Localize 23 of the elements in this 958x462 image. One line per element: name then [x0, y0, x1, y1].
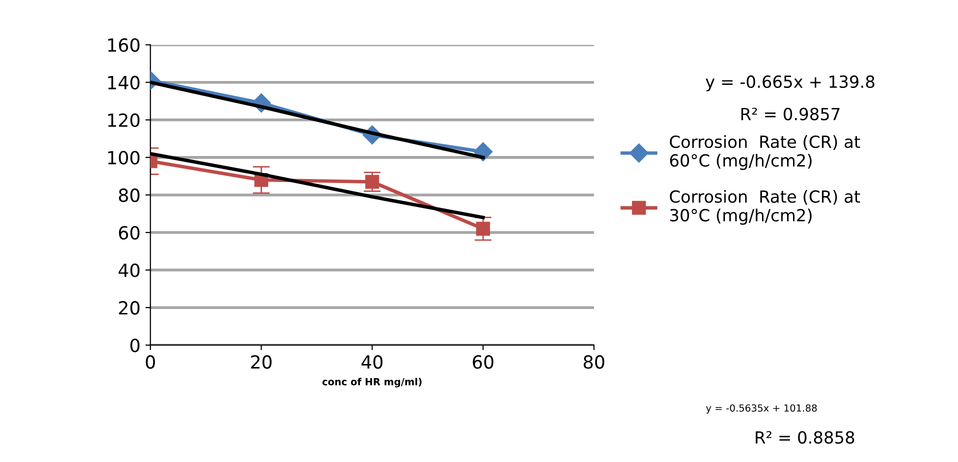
legend-label: Corrosion Rate (CR) at 60°C (mg/h/cm2): [670, 135, 860, 170]
text: R² = 0.8858: [756, 431, 854, 444]
x-tick-label: 80: [584, 355, 604, 369]
text: y = -0.665x + 139.8: [706, 75, 874, 92]
y-tick-label: 80: [118, 188, 140, 202]
point: [476, 222, 490, 236]
point: [365, 174, 380, 189]
y-tick-label: 60: [118, 226, 140, 240]
text: y = -0.5635x + 101.88: [706, 404, 817, 414]
y-tick-label: 160: [108, 38, 140, 52]
y-tick-label: 0: [130, 338, 140, 352]
x-tick-label: 60: [472, 355, 494, 369]
x-axis-title: conc of HR mg/ml): [322, 378, 422, 388]
x-tick-label: 40: [362, 355, 382, 369]
y-tick-label: 120: [108, 113, 140, 128]
y-tick-label: 140: [108, 76, 140, 90]
text: R² = 0.9857: [741, 108, 840, 120]
y-tick-label: 100: [108, 150, 140, 165]
legend-label: Corrosion Rate (CR) at 30°C (mg/h/cm2): [670, 190, 860, 225]
x-tick-label: 20: [251, 355, 272, 369]
x-tick-label: 0: [146, 355, 155, 369]
y-tick-label: 40: [118, 264, 140, 278]
y-tick-label: 20: [119, 301, 140, 315]
